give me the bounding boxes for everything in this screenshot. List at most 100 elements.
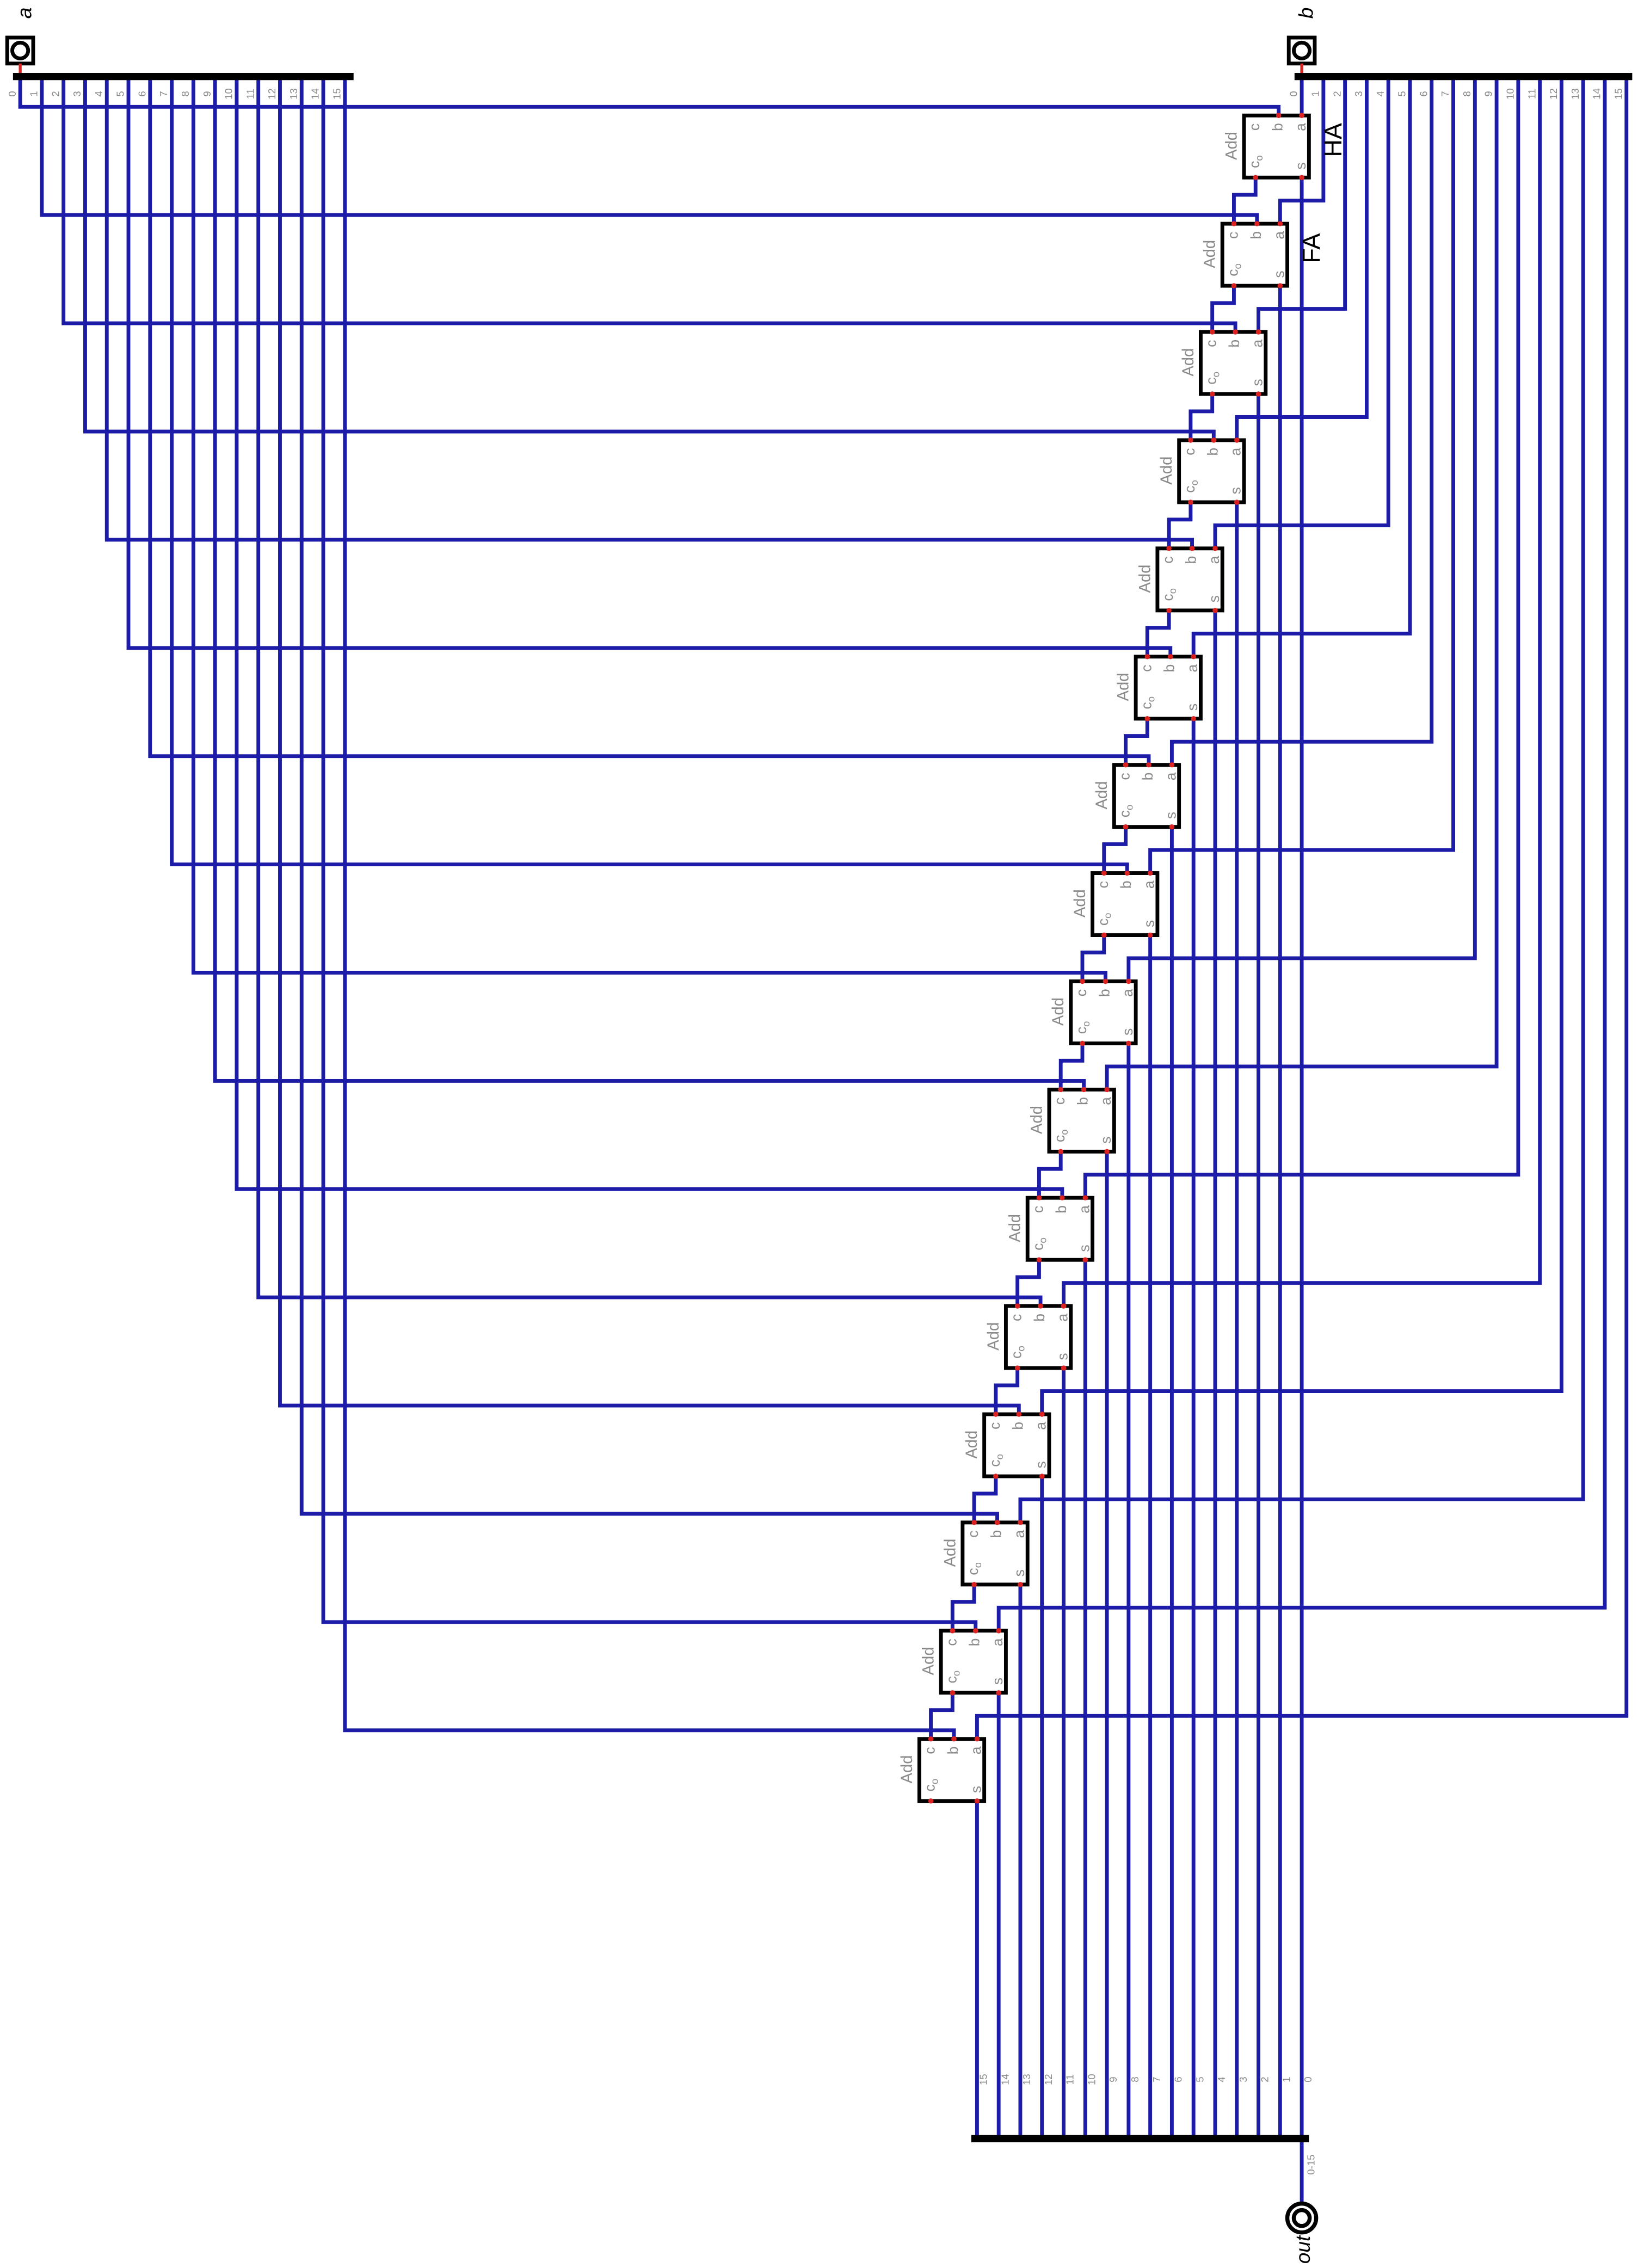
input-pin-led — [10, 40, 30, 60]
wire — [40, 76, 1259, 224]
port-dot — [1126, 978, 1131, 984]
port-dot — [1060, 1195, 1065, 1200]
port-dot — [1299, 175, 1304, 181]
port-label: a — [1141, 880, 1157, 889]
port-label-sub: o — [1123, 805, 1135, 810]
port-dot — [950, 1628, 956, 1634]
port-dot — [1144, 654, 1150, 660]
port-dot — [1166, 608, 1172, 613]
port-label: b — [1226, 340, 1242, 348]
wire — [1083, 76, 1520, 1198]
adder — [1134, 655, 1203, 721]
bit-label: 7 — [1439, 91, 1451, 96]
bit-label: 12 — [1043, 2074, 1054, 2085]
port-label: co — [1203, 372, 1222, 385]
port-label: co — [965, 1562, 983, 1575]
port-label-main: c — [987, 1459, 1003, 1466]
port-dot — [1276, 113, 1282, 119]
port-label: s — [1228, 487, 1244, 494]
port-dot — [1039, 1412, 1045, 1417]
port-dot — [1277, 221, 1283, 226]
port-dot — [972, 1628, 978, 1634]
port-label: s — [1271, 270, 1287, 278]
port-dot — [1081, 1087, 1087, 1093]
port-label-main: c — [1246, 161, 1263, 168]
wire — [1167, 502, 1193, 548]
port-dot — [993, 1474, 999, 1479]
wire — [1037, 1151, 1063, 1198]
port-label: c — [965, 1531, 981, 1538]
port-dot — [1038, 1303, 1043, 1309]
port-label: a — [1033, 1422, 1049, 1430]
port-label: a — [1206, 556, 1222, 564]
port-label: s — [1119, 1028, 1136, 1036]
bit-label: 5 — [1396, 91, 1408, 96]
port-label: s — [1141, 920, 1157, 927]
port-dot — [1253, 175, 1258, 181]
port-dot — [1036, 1257, 1042, 1263]
bit-label: 9 — [1483, 91, 1494, 96]
port-label: a — [1119, 989, 1136, 997]
bit-label: 14 — [1591, 88, 1603, 100]
port-dot — [1101, 870, 1107, 876]
wire — [321, 76, 978, 1631]
port-label: co — [1246, 155, 1265, 168]
bit-label: 1 — [28, 91, 40, 96]
bit-label: 4 — [93, 91, 104, 96]
port-label: c — [1181, 448, 1198, 455]
port-label: a — [989, 1638, 1006, 1646]
wire — [1148, 76, 1455, 873]
port-label: s — [1076, 1244, 1092, 1252]
bit-label: 14 — [999, 2074, 1011, 2085]
bit-label: 2 — [1259, 2076, 1271, 2082]
bit-label: 9 — [1107, 2076, 1119, 2082]
bit-label: 0 — [7, 91, 18, 96]
wire — [18, 76, 1281, 116]
port-label: s — [1033, 1461, 1049, 1468]
bit-label: 11 — [1526, 89, 1537, 99]
port-dot — [1058, 1087, 1063, 1093]
port-label: s — [1162, 812, 1179, 819]
adder-label: Add — [1072, 889, 1089, 917]
port-label: co — [922, 1779, 940, 1792]
port-label: a — [1271, 231, 1287, 239]
port-label: a — [1184, 664, 1200, 672]
bit-label: 10 — [1086, 2074, 1097, 2085]
port-label: c — [1138, 664, 1154, 671]
input-pin-led — [1292, 40, 1312, 60]
port-label: co — [1073, 1021, 1092, 1034]
bit-label: 2 — [50, 91, 61, 96]
wire — [235, 76, 1064, 1198]
port-dot — [1231, 283, 1237, 288]
port-dot — [1254, 221, 1260, 226]
wire — [1040, 76, 1563, 1415]
port-label: b — [1118, 880, 1134, 889]
port-dot — [1191, 654, 1196, 660]
bit-label: 6 — [136, 91, 147, 96]
port-dot — [993, 1412, 999, 1417]
port-label: s — [1184, 704, 1200, 711]
adder — [1155, 546, 1224, 613]
port-label-main: c — [1095, 919, 1111, 926]
port-label: c — [1030, 1206, 1046, 1213]
port-label-sub: o — [950, 1671, 962, 1676]
port-dot — [1212, 608, 1218, 613]
port-label: b — [1075, 1097, 1091, 1105]
wire — [126, 76, 1173, 657]
port-label: b — [1096, 989, 1112, 997]
output-pin-inner — [1291, 2208, 1312, 2228]
port-label: a — [1292, 123, 1309, 131]
wire — [1257, 76, 1347, 332]
port-dot — [1209, 391, 1215, 397]
port-dot — [1014, 1365, 1020, 1371]
adder-label: Add — [941, 1539, 959, 1567]
port-label: s — [989, 1678, 1006, 1685]
wire — [1210, 286, 1236, 332]
port-label: a — [1055, 1314, 1071, 1322]
port-label-sub: o — [928, 1779, 940, 1784]
port-label: c — [1246, 124, 1263, 131]
port-dot — [950, 1690, 956, 1696]
port-label-main: c — [1203, 377, 1220, 384]
port-dot — [1169, 824, 1175, 830]
bit-label: 1 — [1310, 91, 1321, 96]
